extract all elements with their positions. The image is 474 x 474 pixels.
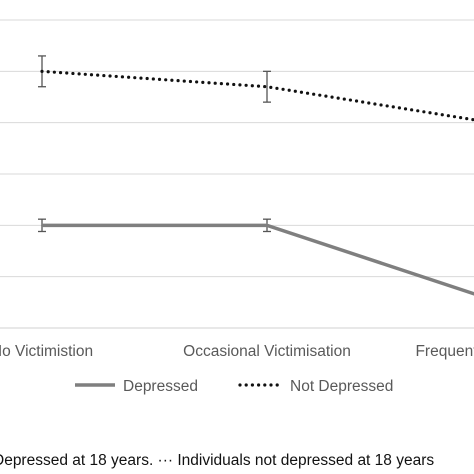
x-tick-labels: No Victimistion Occasional Victimisation F… [0, 343, 474, 360]
legend-label: Depressed [123, 378, 198, 395]
legend-label: Not Depressed [290, 378, 393, 395]
error-bars [38, 55, 271, 233]
figure-caption: Depressed at 18 years. ··· Individuals n… [0, 452, 435, 469]
legend-item: Depressed [75, 378, 198, 395]
x-tick-label: Frequent Victimisation [415, 343, 474, 360]
series-lines [40, 69, 474, 296]
legend-item: Not Depressed [238, 378, 393, 395]
legend: Depressed Not Depressed [75, 378, 393, 395]
x-tick-label: Occasional Victimisation [183, 343, 351, 360]
gridlines [0, 19, 474, 329]
error-bar [263, 70, 271, 103]
series-line-not-depressed [40, 69, 474, 122]
x-tick-label: No Victimistion [0, 343, 93, 360]
series-line-depressed [42, 223, 474, 296]
